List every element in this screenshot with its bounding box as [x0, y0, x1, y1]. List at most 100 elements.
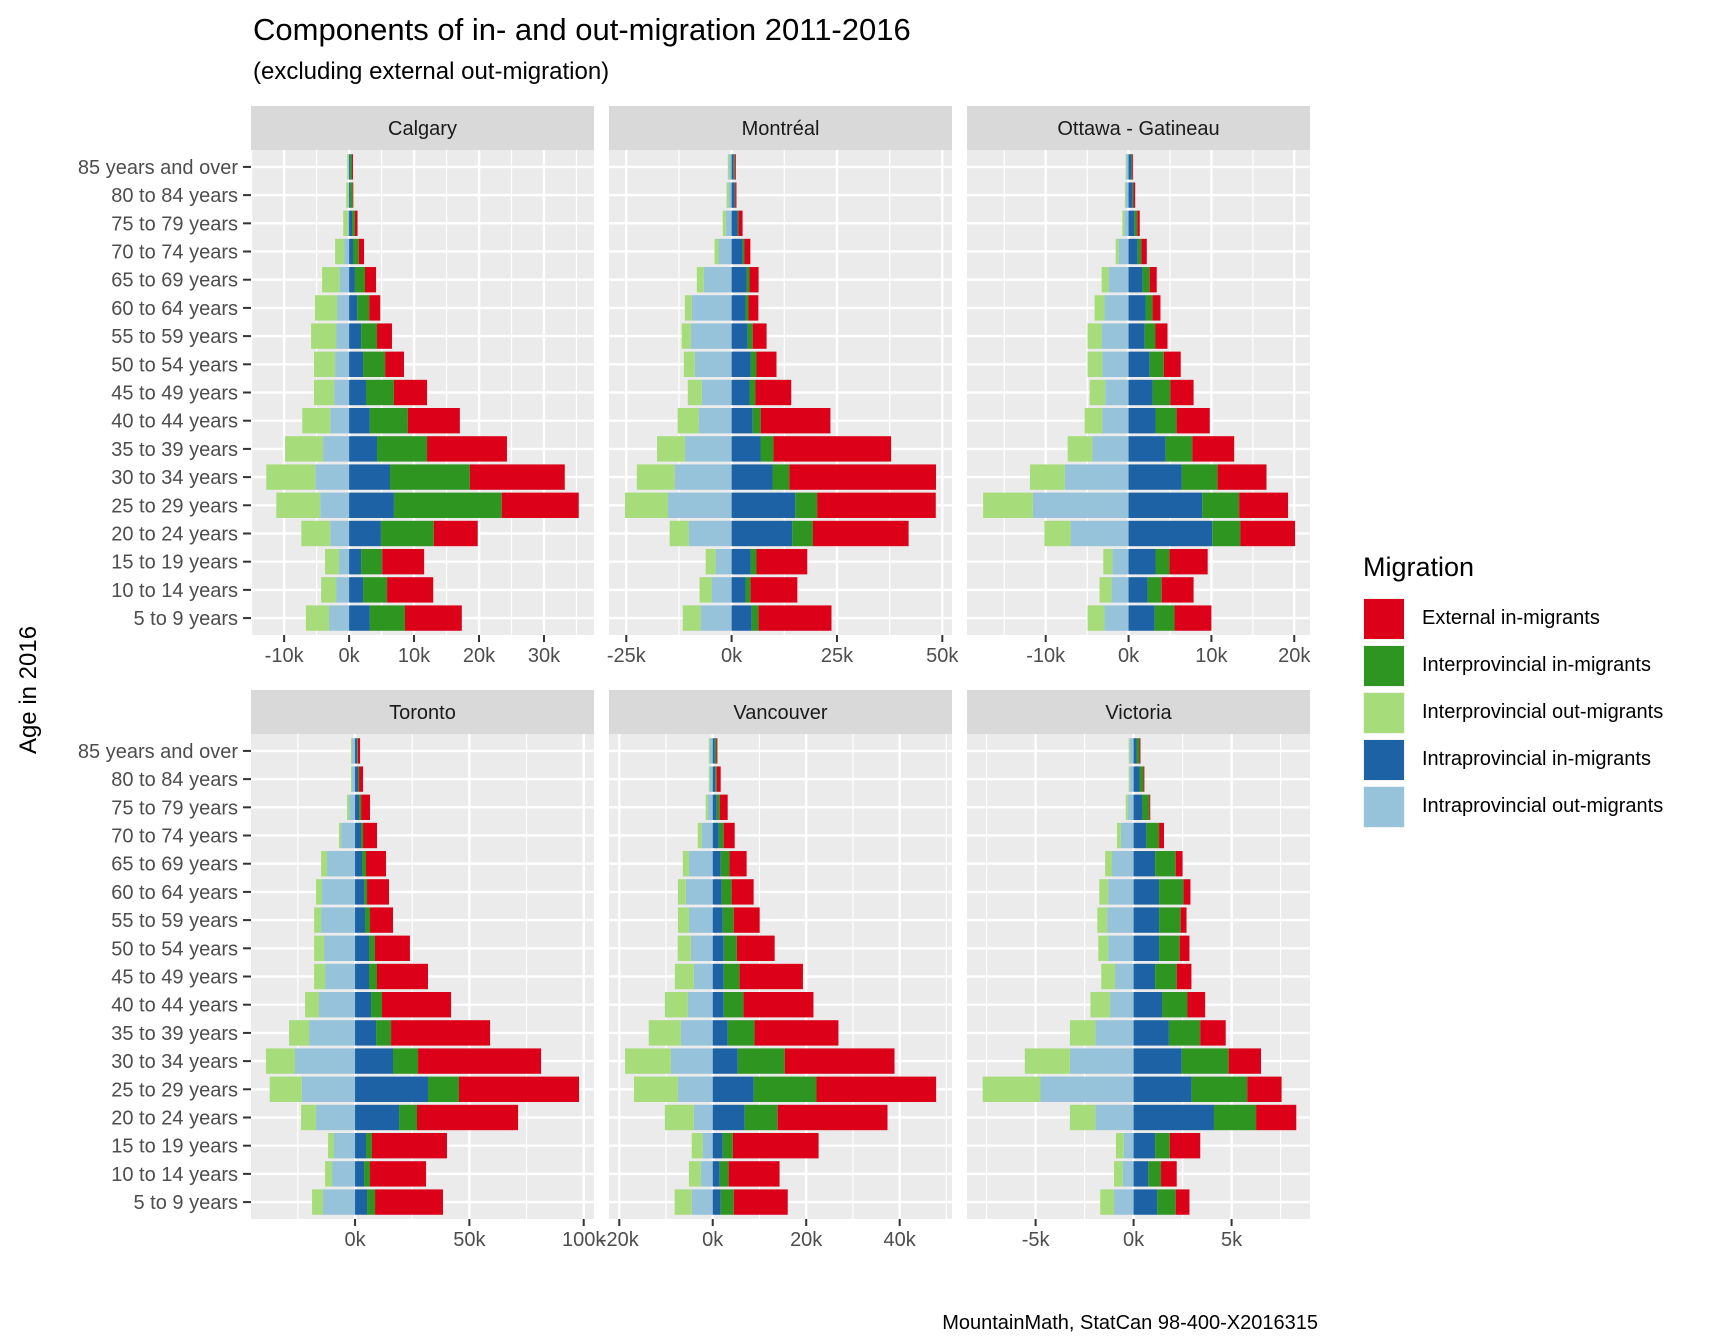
bar-inter-out [696, 267, 704, 293]
bar-inter-in [753, 1076, 817, 1102]
bar-intra-in [1133, 1020, 1169, 1046]
bar-external-in [1155, 323, 1168, 349]
bar-inter-out [648, 1020, 681, 1046]
bar-intra-out [309, 1020, 356, 1046]
bar-inter-out [669, 520, 689, 547]
bar-inter-out [705, 548, 716, 575]
bar-intra-in [355, 1048, 394, 1074]
bar-inter-out [1084, 408, 1103, 434]
bar-intra-out [729, 154, 732, 180]
y-tick-label: 85 years and over [78, 741, 238, 763]
bar-inter-out [1094, 295, 1105, 321]
x-tick-label: 0k [1118, 645, 1140, 667]
bar-inter-in [737, 210, 739, 237]
x-tick-label: -5k [1022, 1229, 1051, 1251]
bar-external-in [363, 822, 377, 849]
bar-intra-in [1128, 210, 1135, 237]
bar-inter-out [269, 1076, 302, 1102]
y-tick-label: 80 to 84 years [111, 769, 238, 791]
bar-inter-out [1067, 436, 1093, 462]
bar-intra-in [355, 738, 358, 764]
bar-external-in [732, 1132, 819, 1159]
bar-intra-in [355, 851, 363, 877]
y-tick-label: 85 years and over [78, 157, 238, 179]
bar-inter-in [352, 210, 355, 237]
bar-inter-out [674, 963, 694, 990]
bar-intra-in [1128, 464, 1182, 490]
bar-inter-in [359, 794, 362, 821]
bar-intra-in [1128, 154, 1132, 180]
bar-inter-in [792, 520, 813, 547]
bar-external-in [789, 464, 936, 490]
bar-intra-out [691, 1189, 713, 1215]
bar-inter-out [1090, 992, 1111, 1018]
bar-inter-in [719, 1161, 729, 1187]
bar-intra-in [1133, 822, 1147, 849]
y-tick-label: 55 to 59 years [111, 326, 238, 348]
bar-intra-out [718, 238, 732, 265]
bar-inter-out [684, 295, 692, 321]
bar-inter-out [714, 238, 719, 265]
bar-intra-in [712, 1104, 745, 1131]
x-tick-label: 20k [463, 645, 496, 667]
bar-external-in [735, 182, 737, 208]
bar-intra-out [344, 238, 350, 265]
bar-inter-in [362, 851, 367, 877]
bar-external-in [458, 1076, 580, 1102]
bar-external-in [352, 154, 353, 180]
y-tick-label: 45 to 49 years [111, 383, 238, 405]
legend-label: Intraprovincial out-migrants [1422, 795, 1664, 817]
bar-external-in [1176, 963, 1192, 990]
x-tick-label: 10k [1195, 645, 1228, 667]
bar-inter-in [752, 408, 761, 434]
bar-inter-in [371, 992, 383, 1018]
y-tick-label: 15 to 19 years [111, 552, 238, 574]
legend-swatch [1363, 785, 1405, 828]
bar-inter-out [314, 935, 325, 961]
bar-inter-out [343, 210, 348, 237]
bar-external-in [756, 548, 808, 575]
bar-inter-out [266, 464, 316, 490]
bar-inter-out [705, 794, 708, 821]
bar-intra-out [1110, 992, 1134, 1018]
bar-inter-in [1148, 1161, 1162, 1187]
bar-intra-in [731, 154, 734, 180]
bar-external-in [417, 1104, 519, 1131]
bar-intra-in [355, 1020, 377, 1046]
bar-intra-in [731, 436, 761, 462]
bar-inter-out [1029, 464, 1065, 490]
bar-external-in [816, 1076, 937, 1102]
bar-inter-out [339, 822, 342, 849]
bar-intra-out [320, 492, 350, 518]
bar-external-in [758, 605, 832, 631]
bar-inter-in [1159, 907, 1181, 933]
bar-inter-in [365, 379, 394, 406]
bar-inter-in [357, 738, 358, 764]
bar-intra-in [1133, 738, 1137, 764]
bar-inter-in [1142, 267, 1150, 293]
y-tick-label: 60 to 64 years [111, 882, 238, 904]
bar-external-in [728, 1161, 780, 1187]
bar-external-in [749, 267, 759, 293]
bar-intra-in [355, 1189, 368, 1215]
bar-external-in [371, 1132, 447, 1159]
legend-label: Interprovincial in-migrants [1422, 654, 1651, 676]
bar-intra-in [355, 794, 360, 821]
bar-inter-in [366, 1132, 372, 1159]
bar-intra-out [352, 766, 356, 792]
bar-external-in [1149, 267, 1157, 293]
y-tick-label: 25 to 29 years [111, 495, 238, 517]
bar-intra-out [690, 935, 713, 961]
bar-intra-in [731, 408, 753, 434]
bar-inter-out [682, 605, 701, 631]
x-tick-label: 50k [926, 645, 959, 667]
y-tick-label: 15 to 19 years [111, 1136, 238, 1158]
bar-external-in [1149, 794, 1151, 821]
bar-intra-out [1129, 766, 1134, 792]
bar-inter-out [351, 738, 353, 764]
facet-label: Montréal [742, 118, 820, 140]
bar-intra-out [330, 520, 350, 547]
bar-inter-out [314, 907, 322, 933]
bar-inter-in [376, 1020, 392, 1046]
bar-external-in [773, 436, 892, 462]
